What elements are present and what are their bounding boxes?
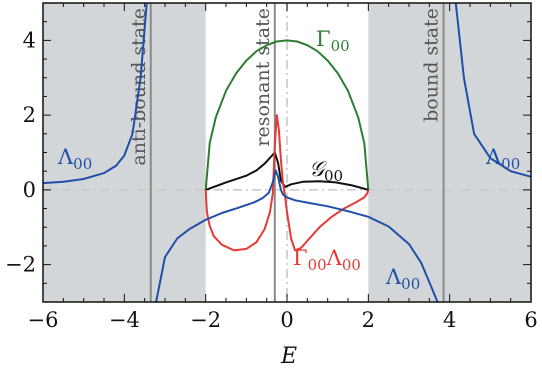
x-tick-label: 2: [362, 308, 375, 332]
annotation-g00: 𝒢00: [309, 157, 343, 185]
annotation-gamma00-lambda00-gamma: Γ: [293, 246, 308, 270]
series-Gamma00Lambda00-line: [204, 114, 370, 252]
annotation-g00-sub: 00: [324, 167, 343, 185]
annotation-g00-symbol: 𝒢: [309, 157, 327, 181]
annotation-gamma00: Γ00: [316, 27, 350, 55]
x-axis-title: E: [280, 344, 297, 369]
x-tick-label: 0: [280, 308, 293, 332]
annotation-lambda00-right: Λ00: [485, 145, 520, 173]
reference-lines: [43, 3, 531, 302]
state-marker-label-1: resonant state: [252, 8, 274, 147]
annotation-lambda00-right-symbol: Λ: [485, 145, 502, 169]
x-tick-label: −2: [190, 308, 221, 332]
x-tick-label: 4: [443, 308, 456, 332]
annotations: Γ00 Λ00 Λ00 Λ00 𝒢00 Γ00Λ00: [57, 27, 520, 293]
y-tick-label: 2: [23, 103, 36, 127]
shaded-region-0: [43, 3, 206, 302]
series-Lambda00-line-2: [454, 3, 531, 178]
annotation-lambda00-left-symbol: Λ: [57, 145, 74, 169]
series-Lambda00-line-0: [43, 3, 148, 185]
y-tick-label: 0: [23, 178, 36, 202]
series-Gamma00-line: [204, 39, 370, 190]
series-lines: [43, 3, 531, 302]
annotation-lambda00-right-sub: 00: [501, 155, 520, 173]
x-tick-label: −6: [28, 308, 59, 332]
annotation-gamma00-lambda00: Γ00Λ00: [293, 246, 361, 274]
state-marker-label-2: bound state: [421, 8, 443, 122]
shaded-region-1: [368, 3, 531, 302]
axis-ticks: −6 −4 −2 0 2 4 6 −2 0 2 4: [5, 2, 538, 332]
annotation-lambda00-left-sub: 00: [73, 155, 92, 173]
x-tick-label: −4: [109, 308, 140, 332]
series-Lambda00-line-1: [155, 169, 439, 302]
annotation-lambda00-bottom-symbol: Λ: [385, 265, 402, 289]
y-tick-label: −2: [5, 253, 36, 277]
annotation-lambda00-left: Λ00: [57, 145, 92, 173]
annotation-gamma00-lambda00-sub2: 00: [342, 256, 361, 274]
annotation-gamma00-lambda00-lambda: Λ: [326, 246, 343, 270]
annotation-gamma00-lambda00-sub1: 00: [308, 256, 327, 274]
y-tick-label: 4: [23, 28, 36, 52]
x-tick-label: 6: [524, 308, 537, 332]
series-G00-line: [205, 151, 369, 191]
annotation-lambda00-bottom: Λ00: [385, 265, 420, 293]
annotation-gamma00-sub: 00: [331, 37, 350, 55]
annotation-gamma00-symbol: Γ: [316, 27, 331, 51]
annotation-lambda00-bottom-sub: 00: [401, 275, 420, 293]
shaded-regions: [43, 3, 531, 302]
